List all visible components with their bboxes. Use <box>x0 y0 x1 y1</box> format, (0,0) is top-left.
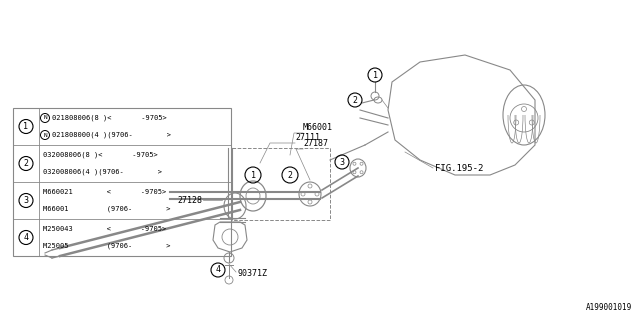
Text: 3: 3 <box>339 157 344 166</box>
Text: 1: 1 <box>250 171 255 180</box>
Text: M66001         (9706-        >: M66001 (9706- > <box>43 206 170 212</box>
Text: 2: 2 <box>287 171 292 180</box>
Text: 2: 2 <box>353 95 358 105</box>
Text: M250043        <       -9705>: M250043 < -9705> <box>43 226 166 232</box>
Text: 1: 1 <box>372 70 378 79</box>
Text: 90371Z: 90371Z <box>237 268 267 277</box>
Text: 032008006(4 )(9706-        >: 032008006(4 )(9706- > <box>43 169 162 175</box>
Text: 021808000(4 )(9706-        >: 021808000(4 )(9706- > <box>52 132 171 138</box>
Text: 27111: 27111 <box>295 133 320 142</box>
Text: M66001: M66001 <box>303 123 333 132</box>
Text: N: N <box>43 116 47 121</box>
Text: 3: 3 <box>24 196 29 205</box>
Text: M25005         (9706-        >: M25005 (9706- > <box>43 243 170 249</box>
Text: 2: 2 <box>24 159 29 168</box>
Text: 4: 4 <box>24 233 29 242</box>
Text: M660021        <       -9705>: M660021 < -9705> <box>43 189 166 195</box>
Text: 032008006(8 )<       -9705>: 032008006(8 )< -9705> <box>43 152 157 158</box>
Bar <box>232 148 330 220</box>
Text: A199001019: A199001019 <box>586 303 632 312</box>
Text: 021808006(8 )<       -9705>: 021808006(8 )< -9705> <box>52 115 167 121</box>
Text: N: N <box>43 132 47 138</box>
Text: 27187: 27187 <box>303 139 328 148</box>
Text: 27128: 27128 <box>177 196 202 204</box>
Text: 4: 4 <box>216 266 221 275</box>
Text: 1: 1 <box>24 122 29 131</box>
Bar <box>13 108 231 256</box>
Text: FIG.195-2: FIG.195-2 <box>435 164 483 172</box>
